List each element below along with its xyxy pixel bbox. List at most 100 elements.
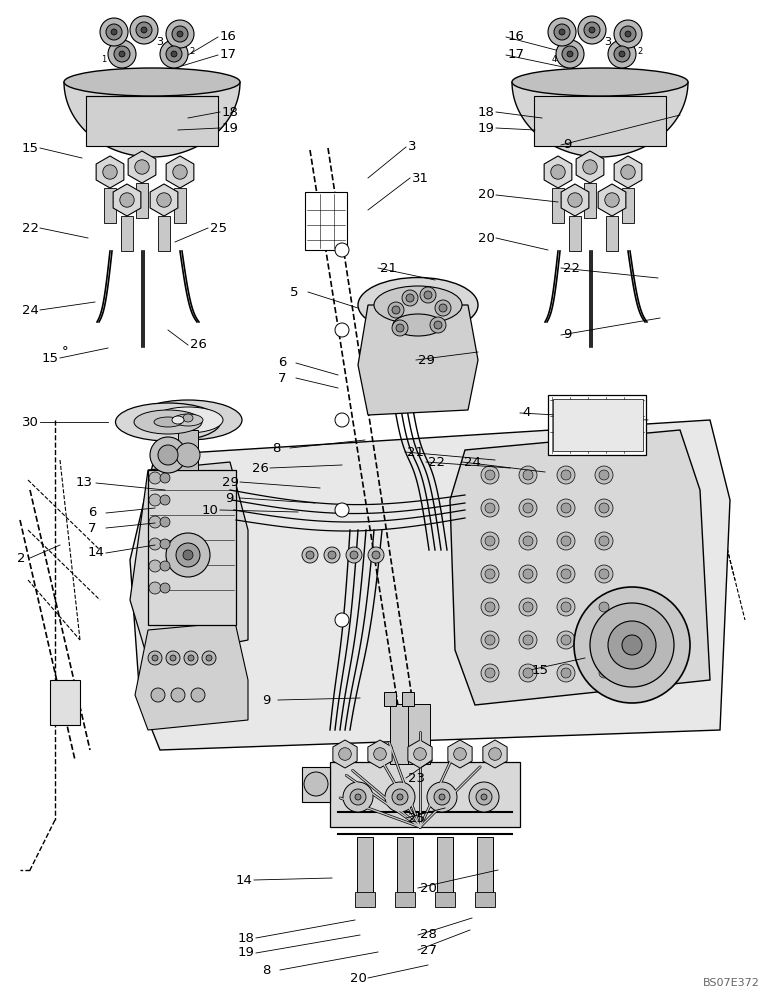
Circle shape <box>481 565 499 583</box>
Circle shape <box>608 621 656 669</box>
Text: 22: 22 <box>22 222 39 234</box>
Polygon shape <box>358 305 478 415</box>
Text: 20: 20 <box>350 972 367 984</box>
Bar <box>534 96 666 146</box>
Circle shape <box>158 445 178 465</box>
Text: 20: 20 <box>478 188 495 202</box>
Circle shape <box>392 306 400 314</box>
Circle shape <box>103 165 117 179</box>
Circle shape <box>439 304 447 312</box>
Circle shape <box>350 789 366 805</box>
Circle shape <box>160 40 188 68</box>
Circle shape <box>343 782 373 812</box>
Text: 4: 4 <box>522 406 530 420</box>
Circle shape <box>335 613 349 627</box>
Circle shape <box>523 569 533 579</box>
Circle shape <box>430 317 446 333</box>
Circle shape <box>485 569 495 579</box>
Circle shape <box>561 503 571 513</box>
Text: 20: 20 <box>478 232 495 244</box>
Circle shape <box>519 631 537 649</box>
Text: 29: 29 <box>418 354 435 366</box>
Circle shape <box>388 302 404 318</box>
Text: 2: 2 <box>638 47 642 56</box>
Bar <box>606 216 618 251</box>
Bar <box>357 837 373 897</box>
Circle shape <box>567 51 573 57</box>
Circle shape <box>160 517 170 527</box>
Circle shape <box>171 688 185 702</box>
Polygon shape <box>408 740 432 768</box>
Circle shape <box>392 320 408 336</box>
Text: 6: 6 <box>88 506 96 520</box>
Circle shape <box>111 29 117 35</box>
Circle shape <box>184 651 198 665</box>
Circle shape <box>396 324 404 332</box>
Circle shape <box>157 193 171 207</box>
Circle shape <box>350 551 358 559</box>
Polygon shape <box>512 82 688 157</box>
Circle shape <box>406 294 414 302</box>
Circle shape <box>562 46 578 62</box>
Bar <box>553 399 643 451</box>
Text: 31: 31 <box>412 172 429 184</box>
Circle shape <box>149 472 161 484</box>
Bar <box>136 183 148 218</box>
Circle shape <box>599 635 609 645</box>
Text: 7: 7 <box>88 522 96 534</box>
Ellipse shape <box>64 68 240 96</box>
Circle shape <box>476 789 492 805</box>
Text: 18: 18 <box>478 105 495 118</box>
Circle shape <box>166 651 180 665</box>
Circle shape <box>485 536 495 546</box>
Circle shape <box>559 29 565 35</box>
Text: 15: 15 <box>42 352 59 364</box>
Circle shape <box>160 561 170 571</box>
Circle shape <box>595 598 613 616</box>
Circle shape <box>385 782 415 812</box>
Circle shape <box>554 24 570 40</box>
Circle shape <box>372 551 380 559</box>
Circle shape <box>590 603 674 687</box>
Circle shape <box>392 789 408 805</box>
Circle shape <box>151 688 165 702</box>
Circle shape <box>166 20 194 48</box>
Circle shape <box>427 782 457 812</box>
Bar <box>584 183 596 218</box>
Circle shape <box>148 651 162 665</box>
Circle shape <box>599 470 609 480</box>
Circle shape <box>171 51 177 57</box>
Text: 2: 2 <box>189 47 195 56</box>
Circle shape <box>561 536 571 546</box>
Circle shape <box>595 499 613 517</box>
Text: 2: 2 <box>17 552 25 564</box>
Circle shape <box>550 165 565 179</box>
Circle shape <box>149 560 161 572</box>
Circle shape <box>304 772 328 796</box>
Circle shape <box>206 655 212 661</box>
Bar <box>477 837 493 897</box>
Circle shape <box>614 46 630 62</box>
Bar <box>162 438 174 468</box>
Circle shape <box>625 31 631 37</box>
Text: 9: 9 <box>563 328 571 342</box>
Circle shape <box>561 569 571 579</box>
Circle shape <box>557 664 575 682</box>
Circle shape <box>574 587 690 703</box>
Circle shape <box>557 466 575 484</box>
Circle shape <box>183 550 193 560</box>
Text: 14: 14 <box>88 546 105 560</box>
Bar <box>384 692 396 706</box>
Circle shape <box>485 668 495 678</box>
Circle shape <box>481 598 499 616</box>
Polygon shape <box>135 622 248 730</box>
Bar <box>408 704 430 764</box>
Circle shape <box>120 193 134 207</box>
Circle shape <box>584 22 600 38</box>
Circle shape <box>324 547 340 563</box>
Circle shape <box>454 748 466 760</box>
Circle shape <box>619 51 625 57</box>
Circle shape <box>368 547 384 563</box>
Circle shape <box>306 551 314 559</box>
Ellipse shape <box>134 410 202 434</box>
